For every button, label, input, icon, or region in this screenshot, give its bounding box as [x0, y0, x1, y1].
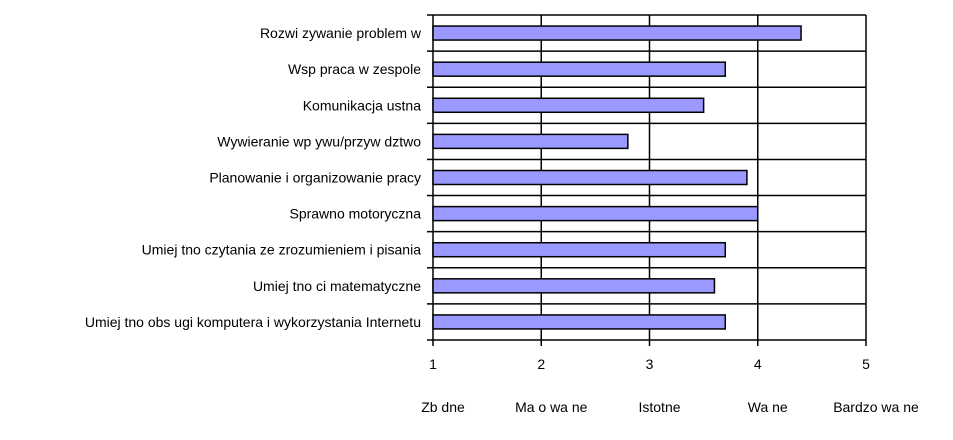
bar-5 [432, 169, 748, 186]
scale-label-4: Wa ne [748, 399, 788, 415]
x-tick-labels: 1 2 3 4 5 [429, 356, 870, 372]
category-label-3: Komunikacja ustna [303, 97, 422, 113]
bars [432, 25, 802, 330]
scale-label-3: Istotne [638, 399, 680, 415]
bar-3 [432, 97, 705, 114]
category-label-5: Planowanie i organizowanie pracy [209, 170, 421, 186]
scale-label-2: Ma o wa ne [515, 399, 588, 415]
bar-2 [432, 61, 727, 77]
scale-labels: Zb dne Ma o wa ne Istotne Wa ne Bardzo wa ne [421, 399, 919, 415]
scale-label-5: Bardzo wa ne [833, 399, 919, 415]
bar-4 [432, 133, 629, 150]
x-tick-label-4: 4 [754, 356, 762, 372]
bar-6 [432, 205, 759, 222]
category-label-6: Sprawno motoryczna [289, 206, 421, 222]
category-label-8: Umiej tno ci matematyczne [253, 278, 421, 294]
category-label-4: Wywieranie wp ywu/przyw dztwo [217, 133, 421, 149]
bar-7 [432, 241, 727, 258]
x-tick-label-3: 3 [646, 356, 654, 372]
x-tick-label-1: 1 [429, 356, 437, 372]
bar-8 [432, 278, 716, 294]
category-label-1: Rozwi zywanie problem w [260, 25, 422, 41]
bar-9 [432, 314, 727, 330]
category-label-2: Wsp praca w zespole [288, 61, 421, 77]
category-labels: Rozwi zywanie problem w Wsp praca w zespo… [85, 25, 422, 330]
x-tick-label-2: 2 [537, 356, 545, 372]
bar-1 [432, 25, 802, 41]
gridlines [427, 14, 867, 346]
scale-label-1: Zb dne [421, 399, 465, 415]
category-label-9: Umiej tno obs ugi komputera i wykorzysta… [85, 314, 421, 330]
x-tick-label-5: 5 [862, 356, 870, 372]
category-label-7: Umiej tno czytania ze zrozumieniem i pis… [142, 242, 422, 258]
